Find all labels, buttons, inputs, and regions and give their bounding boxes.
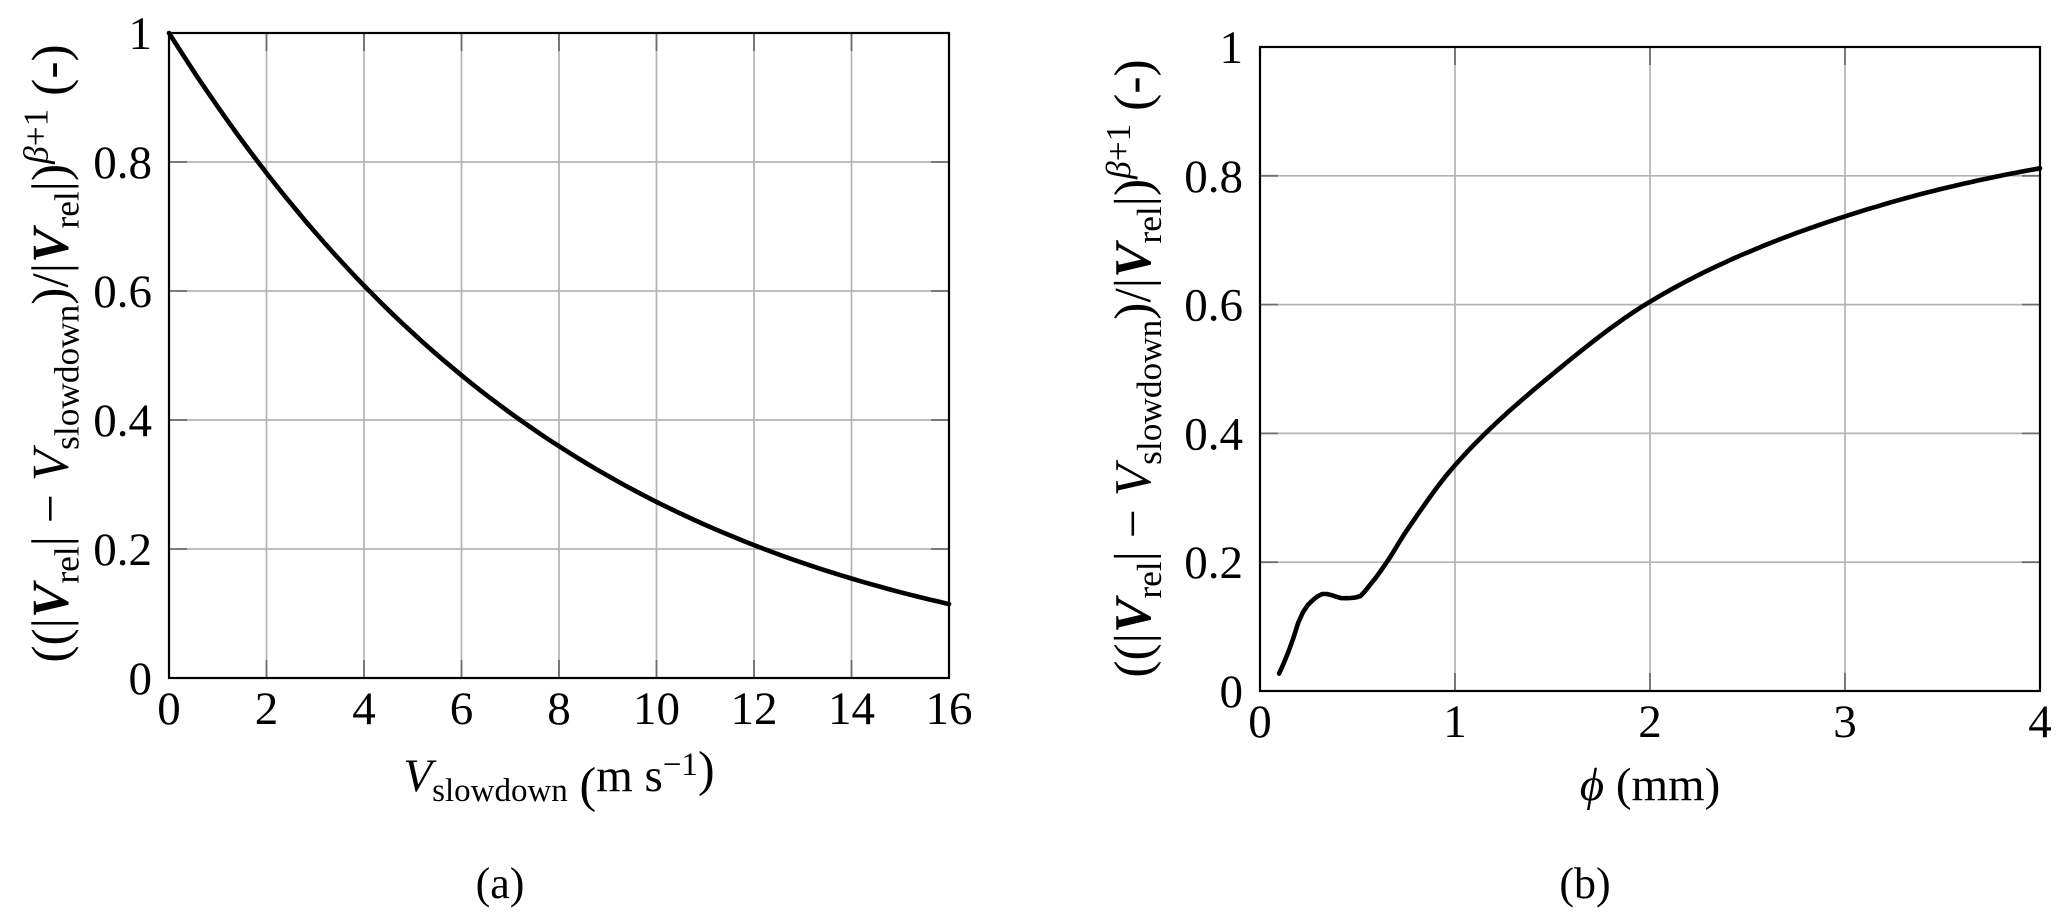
svg-text:4: 4: [2028, 696, 2052, 748]
svg-text:0.2: 0.2: [93, 524, 152, 576]
svg-text:((|Vrel| − Vslowdown)/|Vrel|)β: ((|Vrel| − Vslowdown)/|Vrel|)β+1 (-): [1099, 59, 1169, 677]
svg-text:8: 8: [547, 683, 571, 735]
svg-text:(b): (b): [1559, 859, 1610, 908]
svg-text:4: 4: [352, 683, 376, 735]
svg-text:0.6: 0.6: [1184, 280, 1243, 332]
svg-text:(a): (a): [476, 859, 525, 908]
svg-text:0: 0: [1248, 696, 1272, 748]
svg-text:2: 2: [255, 683, 279, 735]
svg-text:1: 1: [1220, 22, 1244, 74]
svg-text:12: 12: [731, 683, 778, 735]
svg-text:0: 0: [1220, 666, 1244, 718]
svg-text:0: 0: [129, 653, 153, 705]
svg-text:Vslowdown (m s−1): Vslowdown (m s−1): [403, 741, 714, 813]
svg-text:0.2: 0.2: [1184, 537, 1243, 589]
svg-text:3: 3: [1833, 696, 1857, 748]
svg-text:16: 16: [926, 683, 973, 735]
svg-text:0.4: 0.4: [93, 395, 152, 447]
svg-text:1: 1: [1443, 696, 1467, 748]
svg-text:6: 6: [450, 683, 474, 735]
svg-text:1: 1: [129, 8, 153, 60]
svg-text:0.4: 0.4: [1184, 408, 1243, 460]
svg-text:10: 10: [633, 683, 680, 735]
svg-text:2: 2: [1638, 696, 1662, 748]
svg-text:0.8: 0.8: [1184, 151, 1243, 203]
svg-text:0: 0: [157, 683, 181, 735]
svg-text:14: 14: [828, 683, 875, 735]
svg-text:0.6: 0.6: [93, 266, 152, 318]
svg-text:((|Vrel| − Vslowdown)/|Vrel|)β: ((|Vrel| − Vslowdown)/|Vrel|)β+1 (-): [17, 44, 87, 662]
svg-text:ϕ (mm): ϕ (mm): [1580, 759, 1721, 811]
svg-text:0.8: 0.8: [93, 137, 152, 189]
